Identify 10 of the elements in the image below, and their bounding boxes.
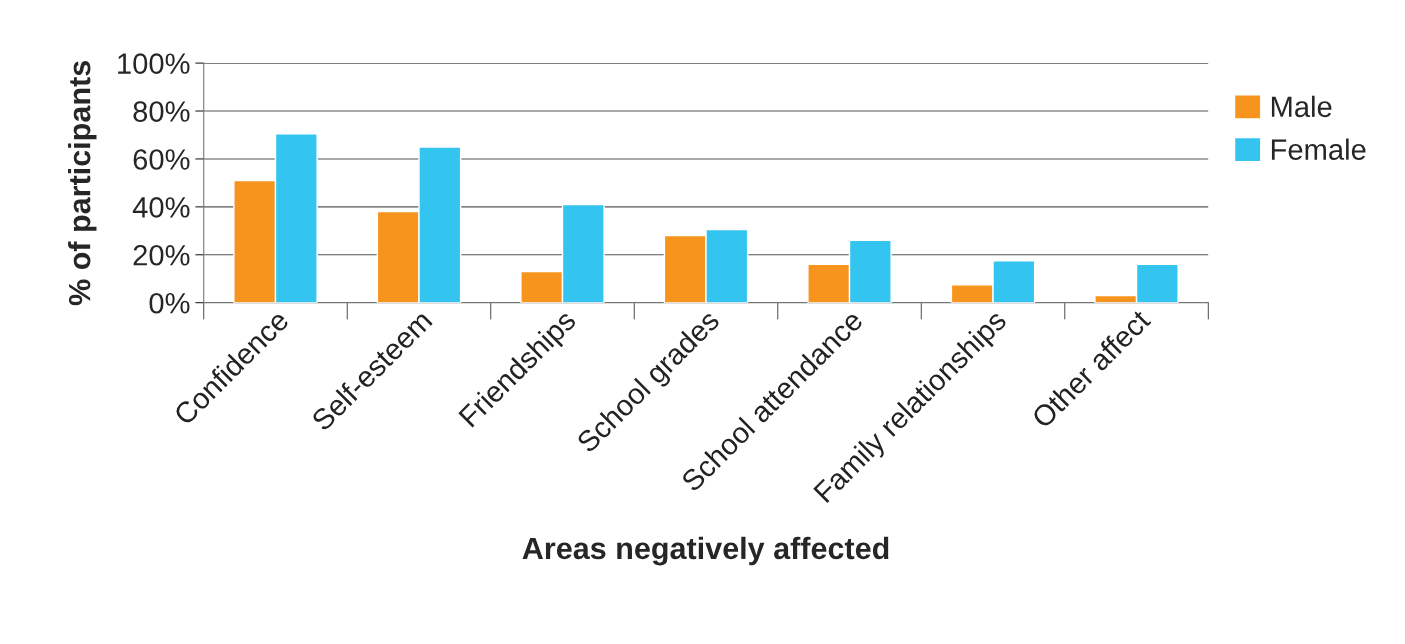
y-tick-label: 80% bbox=[133, 101, 190, 122]
y-tick-label: 40% bbox=[132, 197, 190, 218]
y-tick-label: 60% bbox=[133, 149, 190, 170]
x-axis-title: Areas negatively affected bbox=[522, 536, 889, 566]
legend-label: Female bbox=[1271, 138, 1366, 160]
legend-label: Male bbox=[1271, 95, 1332, 118]
y-tick-label: 100% bbox=[118, 53, 190, 74]
y-tick-label: 0% bbox=[149, 292, 190, 314]
y-tick-label: 20% bbox=[133, 244, 190, 266]
y-axis-title: % of participants bbox=[68, 61, 97, 306]
